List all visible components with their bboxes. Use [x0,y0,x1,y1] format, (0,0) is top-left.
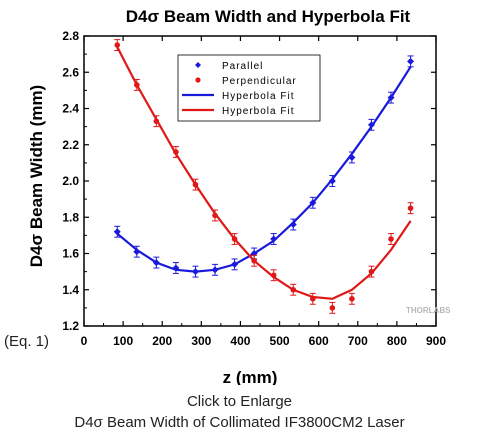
data-point [191,268,199,276]
data-point [367,121,375,129]
fit-line [116,66,412,273]
data-point [172,264,180,272]
data-point [309,199,317,207]
legend-marker-swatch [195,77,201,83]
data-point [388,236,394,242]
x-tick-label: 0 [81,334,88,348]
data-point [328,177,336,185]
y-tick-label: 2.4 [62,102,79,116]
data-point [310,296,316,302]
data-point [231,260,239,268]
figure-caption: D4σ Beam Width of Collimated IF3800CM2 L… [74,414,405,431]
equation-label: (Eq. 1) [4,333,50,350]
data-point [173,149,179,155]
data-point [153,118,160,124]
legend-label: Parallel [222,61,263,72]
data-point [192,181,199,188]
legend-label: Hyperbola Fit [222,106,294,117]
data-point [348,153,356,161]
y-tick-label: 1.6 [62,247,79,261]
data-point [113,228,121,236]
x-tick-label: 200 [152,334,172,348]
data-point [349,296,355,302]
legend-label: Perpendicular [222,76,297,87]
click-to-enlarge-link[interactable]: Click to Enlarge [186,393,293,410]
data-point [407,205,414,211]
legend-marker-swatch [195,62,201,68]
data-point [270,272,277,279]
data-point [329,305,336,311]
data-point [290,286,297,293]
x-tick-label: 100 [113,334,133,348]
legend-box [177,54,321,122]
data-point [211,266,219,274]
y-tick-label: 1.4 [62,283,79,297]
x-tick-label: 600 [309,334,329,348]
x-tick-label: 900 [426,334,446,348]
y-tick-label: 2.0 [62,174,79,188]
y-tick-label: 2.6 [62,65,79,79]
data-point [212,212,218,219]
y-tick-label: 2.8 [62,29,79,43]
x-tick-label: 700 [348,334,368,348]
x-tick-label: 500 [270,334,290,348]
x-tick-label: 300 [191,334,211,348]
x-axis-label: z (mm) [223,368,278,385]
data-point [114,42,121,48]
data-point [289,221,297,228]
y-tick-label: 2.2 [62,138,79,152]
data-point [133,248,141,256]
data-point [407,57,415,65]
data-point [368,268,375,275]
x-tick-label: 800 [387,334,407,348]
data-point [134,82,140,88]
x-tick-label: 400 [230,334,250,348]
chart-title: D4σ Beam Width and Hyperbola Fit [126,7,411,26]
fit-line [116,46,412,300]
data-point [152,259,160,267]
data-point [387,94,395,102]
y-tick-label: 1.8 [62,210,79,224]
plot-area: 0 100 200 300 400 500 600 700 800 900 1.2 1.4 1.6 1.8… [62,29,446,348]
thorlabs-watermark: THORLABS [406,306,451,315]
y-axis-label: D4σ Beam Width (mm) [27,85,46,267]
legend-label: Hyperbola Fit [222,91,294,102]
data-point [231,236,238,242]
data-point [270,235,278,243]
data-point [251,257,257,264]
beam-width-chart: D4σ Beam Width and Hyperbola Fit z (mm) … [27,7,451,385]
y-tick-label: 1.2 [62,319,79,333]
